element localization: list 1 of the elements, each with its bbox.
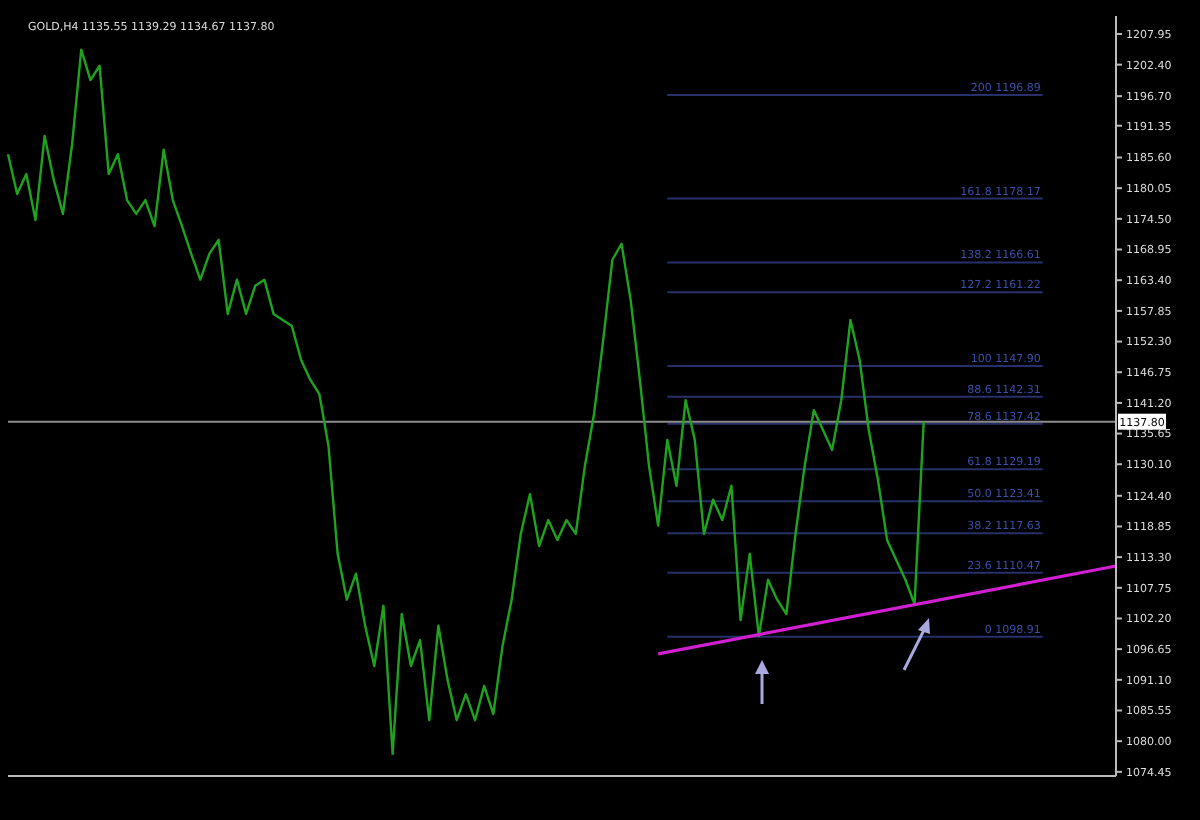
line-series: [6, 48, 925, 756]
